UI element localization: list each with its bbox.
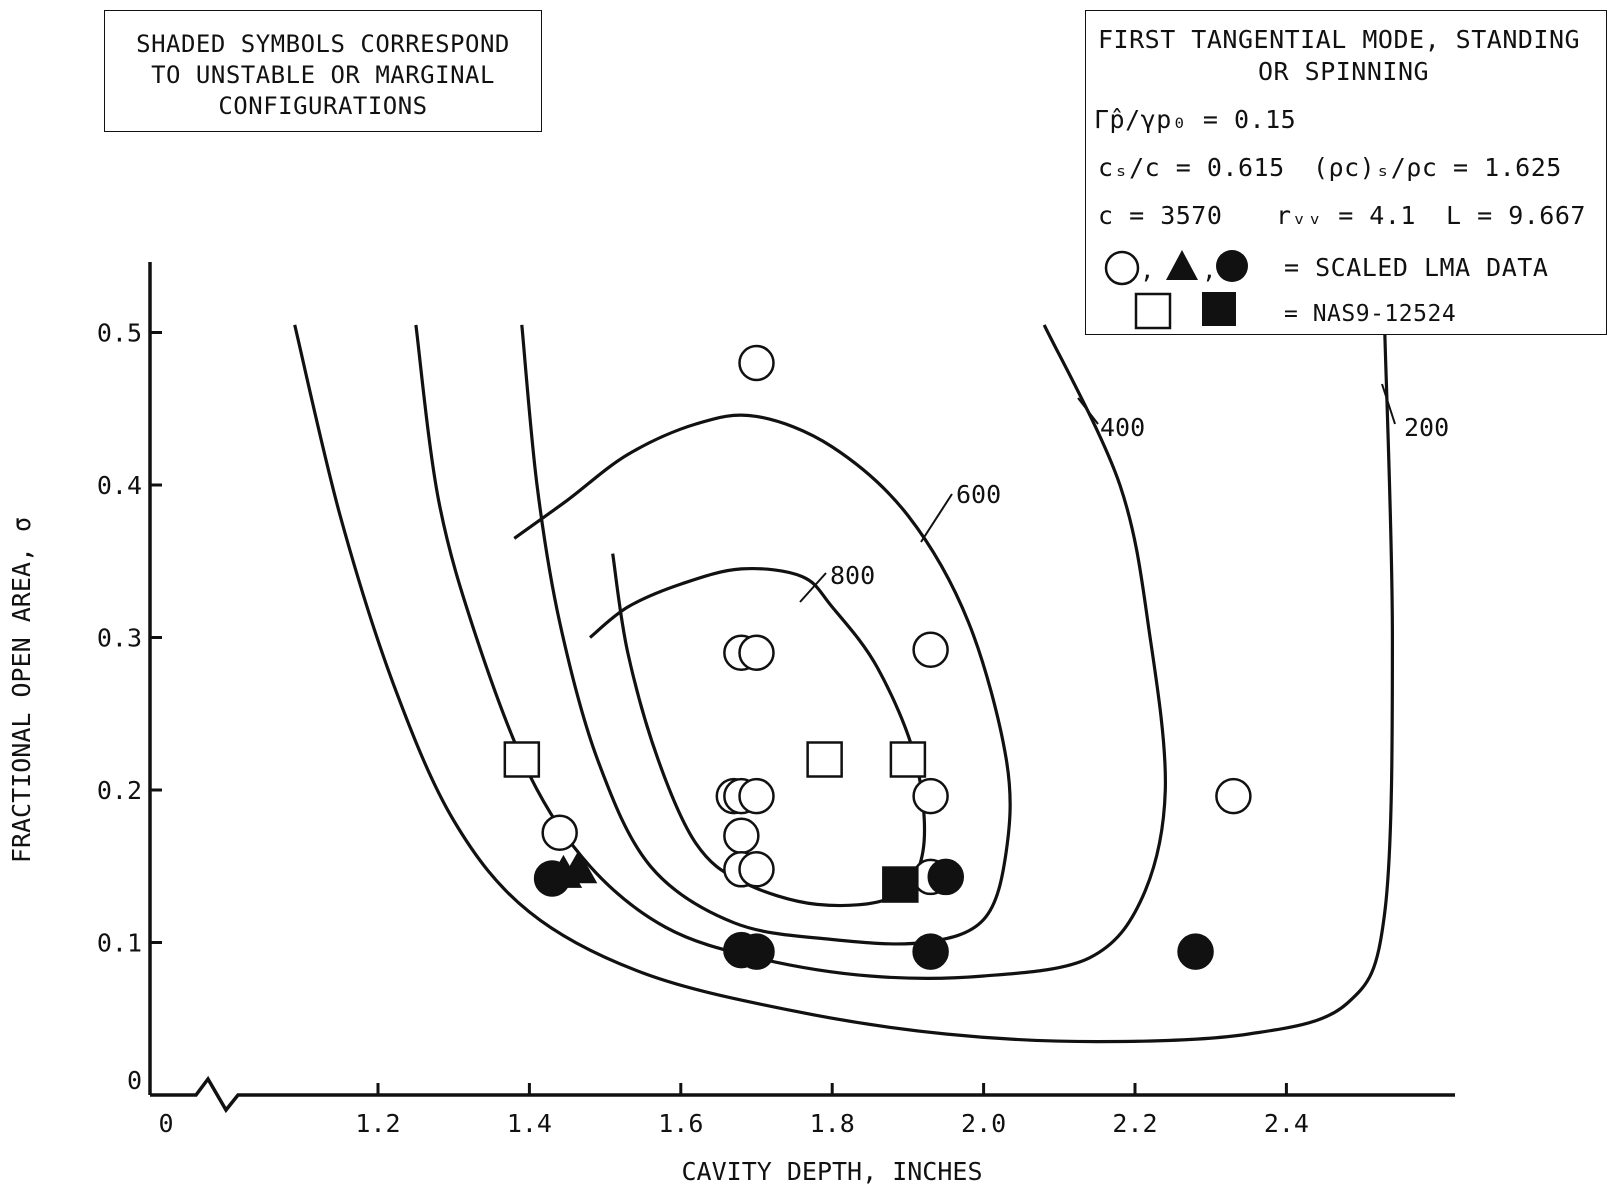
note-line-2: TO UNSTABLE OR MARGINAL xyxy=(151,61,495,89)
legend-filled-triangle-icon xyxy=(1166,250,1198,280)
y-tick-label: 0.4 xyxy=(97,471,142,500)
note-line-3: CONFIGURATIONS xyxy=(218,92,428,120)
x-tick-label: 2.2 xyxy=(1112,1109,1157,1138)
x-tick-label: 1.6 xyxy=(658,1109,703,1138)
legend-title-line-1: FIRST TANGENTIAL MODE, STANDING xyxy=(1098,25,1581,54)
marker-layer xyxy=(503,344,1252,970)
y-tick-label: 0.1 xyxy=(97,929,142,958)
legend-title-line-2: OR SPINNING xyxy=(1258,57,1430,86)
data-point-filled-square xyxy=(882,866,919,903)
contour-leader-400 xyxy=(1077,397,1099,425)
param-L: L = 9.667 xyxy=(1446,201,1586,230)
legend-filled-circle-icon xyxy=(1216,250,1248,282)
axes: 0 1.2 1.4 1.6 1.8 2.0 2.2 2.4 0 0.1 0.2 0.3 0.4 0.5 xyxy=(97,262,1455,1138)
legend-lma-label: = SCALED LMA DATA xyxy=(1284,253,1549,282)
contour-label-400: 400 xyxy=(1100,413,1145,442)
param-cs-ratio: cₛ/c = 0.615 xyxy=(1098,153,1285,182)
x-tick-label: 1.8 xyxy=(810,1109,855,1138)
svg-text:,: , xyxy=(1140,256,1155,284)
data-point-open-circle xyxy=(1215,777,1252,815)
x-tick-label: 0 xyxy=(158,1109,173,1138)
contour-line-200 xyxy=(293,324,1395,1044)
svg-text:,: , xyxy=(1202,256,1217,284)
data-point-filled-circle xyxy=(1177,933,1214,970)
y-tick-label: 0.5 xyxy=(97,319,142,348)
data-point-open-circle xyxy=(738,344,775,382)
x-axis-label: CAVITY DEPTH, INCHES xyxy=(681,1157,982,1186)
param-gamma: Γp̂/γp₀ = 0.15 xyxy=(1094,105,1297,134)
param-rw: rᵥᵥ = 4.1 xyxy=(1276,201,1416,230)
contour-leader-800 xyxy=(799,572,827,603)
y-tick-label: 0 xyxy=(127,1066,142,1095)
x-tick-label: 1.4 xyxy=(507,1109,552,1138)
param-rho-ratio: (ρc)ₛ/ρc = 1.625 xyxy=(1313,153,1562,182)
data-point-open-circle xyxy=(723,817,760,854)
legend-box: FIRST TANGENTIAL MODE, STANDING OR SPINN… xyxy=(1085,10,1607,335)
data-point-filled-circle xyxy=(533,860,571,897)
legend-nas-label: = NAS9-12524 xyxy=(1284,301,1457,327)
legend-symbols: , , xyxy=(1104,250,1248,330)
data-point-open-circle xyxy=(541,814,578,851)
contour-label-200: 200 xyxy=(1404,413,1449,442)
legend-filled-square-icon xyxy=(1202,292,1236,326)
data-point-open-circle xyxy=(912,631,949,668)
data-point-open-circle xyxy=(738,777,775,815)
data-point-open-square xyxy=(503,741,541,778)
note-line-1: SHADED SYMBOLS CORRESPOND xyxy=(136,30,510,58)
legend-open-circle-icon xyxy=(1104,250,1140,286)
data-point-open-square xyxy=(806,741,843,778)
x-axis-line-with-break xyxy=(150,1075,1455,1114)
param-c: c = 3570 xyxy=(1098,201,1223,230)
data-point-open-circle xyxy=(912,777,949,815)
data-point-open-circle xyxy=(738,634,775,671)
contour-line-800 xyxy=(588,553,927,908)
contour-leader-200 xyxy=(1381,383,1396,425)
contour-layer: 200 400 600 800 xyxy=(293,324,1449,1044)
x-tick-label: 2.0 xyxy=(961,1109,1006,1138)
data-point-filled-circle xyxy=(912,933,949,970)
x-tick-label: 2.4 xyxy=(1264,1109,1309,1138)
y-tick-label: 0.2 xyxy=(97,776,142,805)
contour-leader-600 xyxy=(920,493,953,543)
data-point-filled-circle xyxy=(738,933,775,970)
note-box: SHADED SYMBOLS CORRESPOND TO UNSTABLE OR… xyxy=(104,10,542,132)
x-tick-label: 1.2 xyxy=(355,1109,400,1138)
legend-open-square-icon xyxy=(1134,292,1172,330)
data-point-open-square xyxy=(889,741,927,778)
data-point-open-circle xyxy=(738,851,775,888)
contour-label-600: 600 xyxy=(956,480,1001,509)
y-axis-label: FRACTIONAL OPEN AREA, σ xyxy=(7,517,36,863)
contour-line-400 xyxy=(414,324,1168,980)
data-point-filled-triangle xyxy=(559,850,598,884)
data-point-filled-circle xyxy=(927,858,964,896)
y-tick-label: 0.3 xyxy=(97,624,142,653)
contour-line-600 xyxy=(513,324,1012,946)
contour-label-800: 800 xyxy=(830,561,875,590)
